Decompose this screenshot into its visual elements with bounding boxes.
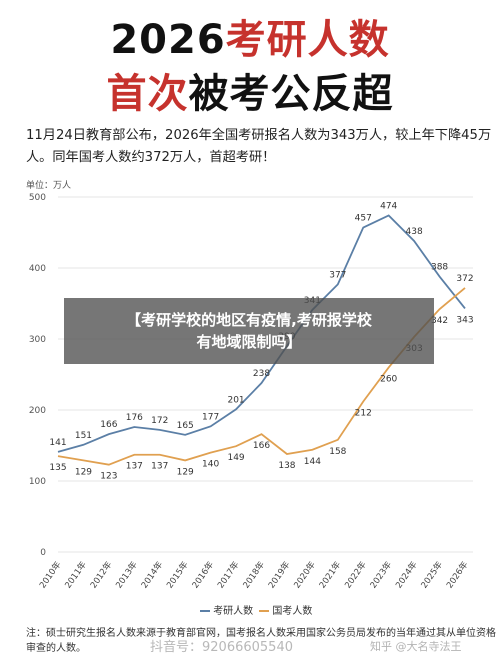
data-label-kaoyan: 201 <box>227 395 244 405</box>
data-label-kaoyan: 141 <box>49 438 66 448</box>
y-tick-label: 500 <box>29 193 46 203</box>
data-label-guokao: 138 <box>278 461 295 471</box>
data-label-guokao: 342 <box>431 316 448 326</box>
data-label-guokao: 212 <box>355 408 372 418</box>
title-year: 2026 <box>110 17 226 63</box>
legend-kaoyan-label: 考研人数 <box>213 606 254 617</box>
y-tick-label: 300 <box>29 335 46 345</box>
y-tick-label: 100 <box>29 477 46 487</box>
series-line-kaoyan <box>57 214 466 453</box>
douyin-watermark: 抖音号：92066605540 <box>150 640 293 655</box>
x-tick-label: 2015年 <box>164 559 191 590</box>
x-tick-label: 2018年 <box>241 559 268 590</box>
x-tick-label: 2011年 <box>63 559 90 590</box>
overlay-banner: 【考研学校的地区有疫情,考研报学校 有地域限制吗】 <box>64 298 434 364</box>
data-label-guokao: 123 <box>100 472 117 482</box>
main-title: 2026考研人数 <box>0 14 500 66</box>
data-label-kaoyan: 474 <box>380 201 397 211</box>
legend-kaoyan: 考研人数 <box>200 602 253 617</box>
x-tick-label: 2020年 <box>292 559 319 590</box>
data-label-guokao: 144 <box>304 457 321 467</box>
zhihu-watermark: 知乎 @大名寺法王 <box>370 640 462 653</box>
data-label-guokao: 372 <box>456 274 473 284</box>
legend: 考研人数 国考人数 <box>200 602 312 617</box>
x-tick-label: 2021年 <box>317 559 344 590</box>
subtitle-black: 被考公反超 <box>188 71 394 117</box>
data-label-guokao: 129 <box>75 467 92 477</box>
data-label-kaoyan: 457 <box>355 214 372 224</box>
legend-guokao: 国考人数 <box>259 602 312 617</box>
x-tick-label: 2014年 <box>139 559 166 590</box>
overlay-line-2: 有地域限制吗】 <box>196 333 302 351</box>
data-label-kaoyan: 177 <box>202 412 219 422</box>
x-tick-label: 2025年 <box>419 559 446 590</box>
data-label-guokao: 158 <box>329 447 346 457</box>
data-label-kaoyan: 166 <box>100 420 117 430</box>
data-label-kaoyan: 165 <box>177 421 194 431</box>
x-tick-label: 2010年 <box>37 559 64 590</box>
legend-guokao-label: 国考人数 <box>272 606 313 617</box>
data-label-kaoyan: 172 <box>151 416 168 426</box>
x-tick-label: 2012年 <box>88 559 115 590</box>
data-label-guokao: 137 <box>126 462 143 472</box>
x-tick-label: 2026年 <box>444 559 471 590</box>
main-subtitle: 首次被考公反超 <box>0 68 500 120</box>
y-tick-label: 200 <box>29 406 46 416</box>
data-label-kaoyan: 388 <box>431 263 448 273</box>
data-label-kaoyan: 377 <box>329 270 346 280</box>
data-label-guokao: 140 <box>202 460 219 470</box>
description-text: 11月24日教育部公布，2026年全国考研报名人数为343万人，较上年下降45万… <box>26 128 492 165</box>
data-label-guokao: 166 <box>253 441 270 451</box>
x-tick-label: 2024年 <box>393 559 420 590</box>
title-red: 考研人数 <box>225 17 390 63</box>
source-note: 注：硕士研究生报名人数来源于教育部官网，国考报名人数采用国家公务员局发布的当年通… <box>26 628 496 654</box>
x-tick-label: 2017年 <box>215 559 242 590</box>
data-label-guokao: 135 <box>49 463 66 473</box>
data-label-guokao: 149 <box>227 453 244 463</box>
y-tick-label: 400 <box>29 264 46 274</box>
legend-kaoyan-swatch <box>200 610 210 612</box>
legend-guokao-swatch <box>259 610 270 612</box>
data-label-guokao: 260 <box>380 374 397 384</box>
x-tick-label: 2023年 <box>368 559 395 590</box>
data-label-kaoyan: 438 <box>406 227 423 237</box>
data-label-kaoyan: 343 <box>456 315 473 325</box>
data-label-guokao: 137 <box>151 462 168 472</box>
data-label-kaoyan: 176 <box>126 413 143 423</box>
data-label-guokao: 129 <box>177 467 194 477</box>
overlay-line-1: 【考研学校的地区有疫情,考研报学校 <box>126 311 372 329</box>
unit-label: 单位：万人 <box>26 181 72 191</box>
x-tick-label: 2019年 <box>266 559 293 590</box>
x-tick-label: 2013年 <box>113 559 140 590</box>
data-label-kaoyan: 238 <box>253 369 270 379</box>
y-tick-label: 0 <box>40 548 46 558</box>
data-label-kaoyan: 151 <box>75 431 92 441</box>
x-tick-label: 2022年 <box>342 559 369 590</box>
x-tick-label: 2016年 <box>190 559 217 590</box>
subtitle-red: 首次 <box>106 71 189 117</box>
